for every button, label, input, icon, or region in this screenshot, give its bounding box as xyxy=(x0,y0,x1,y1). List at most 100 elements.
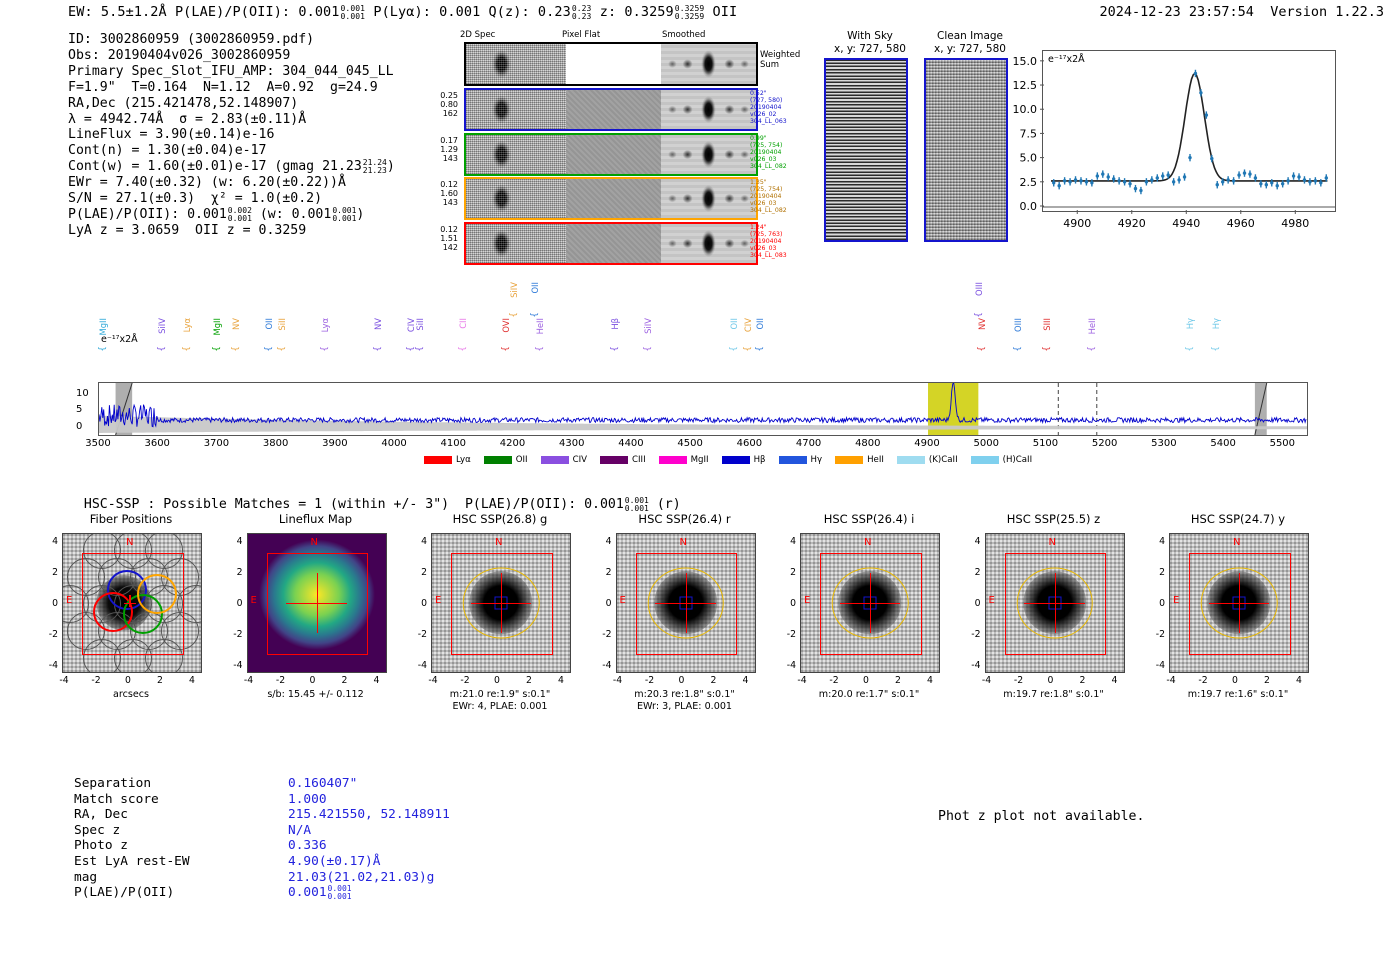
fiber-cell-noise xyxy=(466,134,566,174)
svg-text:4940: 4940 xyxy=(1172,217,1200,230)
svg-text:4920: 4920 xyxy=(1118,217,1146,230)
cutout-x-tick: 2 xyxy=(710,675,717,686)
spectrum-line-bracket: { xyxy=(509,312,520,318)
legend-color-chip xyxy=(896,456,925,464)
cutout-x-tick: 4 xyxy=(373,675,380,686)
cutout-y-tick: -4 xyxy=(233,660,243,671)
cutout-image-image[interactable] xyxy=(1169,533,1309,673)
legend-item: MgII xyxy=(658,455,709,466)
cutout-x-tick: 2 xyxy=(157,675,163,686)
spectrum-x-tick: 5100 xyxy=(1032,438,1059,449)
cutout-image-lineflux[interactable] xyxy=(246,533,387,673)
fiber-circle[interactable] xyxy=(145,639,184,672)
legend-label: Hβ xyxy=(753,455,766,465)
cutout-sublabel-1: m:20.3 re:1.8" s:0.1" xyxy=(634,689,735,700)
svg-text:5.0: 5.0 xyxy=(1020,152,1038,165)
legend-item: CIII xyxy=(600,455,646,466)
cutout-title: HSC SSP(25.5) z xyxy=(1006,512,1101,526)
match-table-value: 215.421550, 52.148911 xyxy=(288,807,450,823)
fiber-row-meta: 0.99" (725, 754) 20190404 v026_03 304_LL_082 xyxy=(750,134,787,170)
spectrum-y-tick: 10 xyxy=(76,388,89,399)
fiber-cell-smooth xyxy=(661,223,756,263)
fiber-strip-row xyxy=(464,132,758,176)
spectrum-line-bracket: { xyxy=(182,346,192,352)
legend-color-chip xyxy=(721,456,750,464)
match-table-value: 1.000 xyxy=(288,791,327,807)
cutout-x-tick: -4 xyxy=(243,675,254,686)
spectrum-line-bracket: { xyxy=(1086,346,1097,352)
cutout-x-tick: 4 xyxy=(742,675,749,686)
spectrum-line-label: OII xyxy=(755,318,766,330)
info-id: ID: 3002860959 (3002860959.pdf) xyxy=(68,32,315,47)
cutout-sublabel-2: EWr: 3, PLAE: 0.001 xyxy=(636,701,733,712)
red-aperture-box xyxy=(82,553,184,655)
info-radec: RA,Dec (215.421478,52.148907) xyxy=(68,95,299,111)
spectrum-x-tick: 3500 xyxy=(85,438,111,449)
cutout-x-tick: 0 xyxy=(125,675,131,686)
cutout-x-tick: 2 xyxy=(526,675,532,686)
spectrum-x-tick: 4600 xyxy=(736,438,763,449)
spectrum-y-tick: 0 xyxy=(76,420,83,432)
cutout-image-image[interactable] xyxy=(984,533,1125,673)
cutout-image-image[interactable] xyxy=(800,533,940,673)
cutout-x-tick: -4 xyxy=(428,675,438,686)
fiber-cell-noise xyxy=(466,90,566,129)
with-sky-title: With Sky x, y: 727, 580 xyxy=(834,30,906,55)
compass-north: N xyxy=(1048,537,1056,548)
spectrum-x-tick: 3600 xyxy=(144,438,170,449)
cutout-sublabel-1: arcsecs xyxy=(112,689,150,700)
spectrum-line-bracket: { xyxy=(405,346,416,352)
clean-image xyxy=(924,58,1008,242)
header-qz-fraction: 0.23 0.23 xyxy=(571,3,592,21)
spectrum-line-label: CII xyxy=(457,318,468,329)
cutout-image-fibers[interactable] xyxy=(62,533,202,673)
cutout-sublabel-1: m:20.0 re:1.7" s:0.1" xyxy=(818,689,920,700)
cutout-y-tick: -2 xyxy=(1155,629,1165,640)
cutout-image-image[interactable] xyxy=(615,533,756,673)
cutout-x-tick: 0 xyxy=(1047,675,1054,686)
svg-text:0.0: 0.0 xyxy=(1020,200,1038,213)
center-crosshair-h xyxy=(1208,603,1270,605)
cutout-y-tick: -4 xyxy=(971,660,981,671)
legend-color-chip xyxy=(778,456,807,464)
fiber-cell-flatgray xyxy=(566,90,661,129)
cutout-y-tick: 2 xyxy=(421,567,427,578)
legend-label: Hγ xyxy=(810,455,823,465)
header-summary-line: EW: 5.5±1.2Å P(LAE)/P(OII): 0.001 0.001 0.… xyxy=(68,4,737,21)
match-table-key: Spec z xyxy=(74,822,121,838)
fiber-cell-flatgray xyxy=(566,223,661,263)
fiber-circle-highlighted[interactable] xyxy=(137,574,177,614)
cutout-sublabel-1: m:19.7 re:1.6" s:0.1" xyxy=(1187,689,1289,700)
spectrum-x-tick: 5500 xyxy=(1269,438,1296,449)
center-crosshair-v xyxy=(129,594,131,607)
spectrum-line-label: OII xyxy=(263,318,274,330)
spectrum-line-label: HeII xyxy=(1086,318,1097,335)
spectrum-line-label: Lyα xyxy=(182,318,192,333)
legend-label: CIII xyxy=(632,455,646,465)
center-crosshair-v xyxy=(870,572,872,634)
cutout-image-image[interactable] xyxy=(431,533,571,673)
header-z-fraction: 0.3259 0.3259 xyxy=(674,3,705,21)
plae-fraction-2: 0.001 0.001 xyxy=(332,206,357,224)
match-table-keys: Separation Match score RA, Dec Spec z Photo … xyxy=(74,776,190,901)
fiber-row-meta: 1.24" (725, 763) 20190404 v026_03 304_LL_083 xyxy=(750,223,787,259)
spectrum-x-tick: 4800 xyxy=(855,438,881,449)
spectrum-line-bracket: { xyxy=(728,346,739,352)
col-title-2dspec: 2D Spec xyxy=(460,30,496,40)
center-crosshair-h xyxy=(1024,603,1085,605)
cutout-x-tick: 4 xyxy=(558,675,564,686)
fiber-strip-row xyxy=(464,88,758,131)
cutout-x-tick: -2 xyxy=(1013,675,1024,686)
spectrum-line-label: HeII xyxy=(534,318,545,335)
photz-unavailable-message: Phot z plot not available. xyxy=(938,809,1145,824)
spectrum-x-tick: 4200 xyxy=(499,438,526,449)
plae-fraction-1: 0.002 0.001 xyxy=(227,206,252,224)
spectrum-legend: Lyα OII CIV CIII MgII Hβ Hγ HeII (K)CaII (H)CaII xyxy=(424,455,1032,466)
cutout-y-tick: -2 xyxy=(602,629,612,640)
center-crosshair-v xyxy=(1239,572,1241,634)
spectrum-x-tick: 4000 xyxy=(381,438,407,449)
spectrum-x-tick: 5000 xyxy=(973,438,999,449)
spectrum-line-label: OII xyxy=(728,318,739,330)
legend-color-chip xyxy=(970,456,999,464)
fiber-cell-flatgray xyxy=(566,134,661,174)
